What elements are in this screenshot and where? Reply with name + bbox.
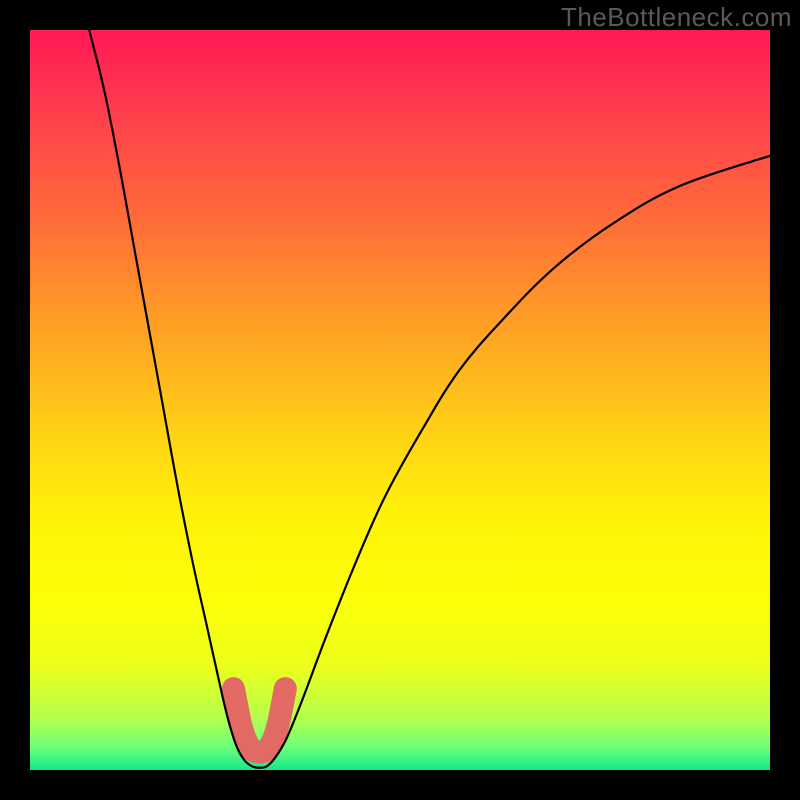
watermark-text: TheBottleneck.com [561, 2, 792, 33]
bottleneck-chart [0, 0, 800, 800]
chart-plot-area [30, 30, 770, 770]
chart-container: TheBottleneck.com [0, 0, 800, 800]
